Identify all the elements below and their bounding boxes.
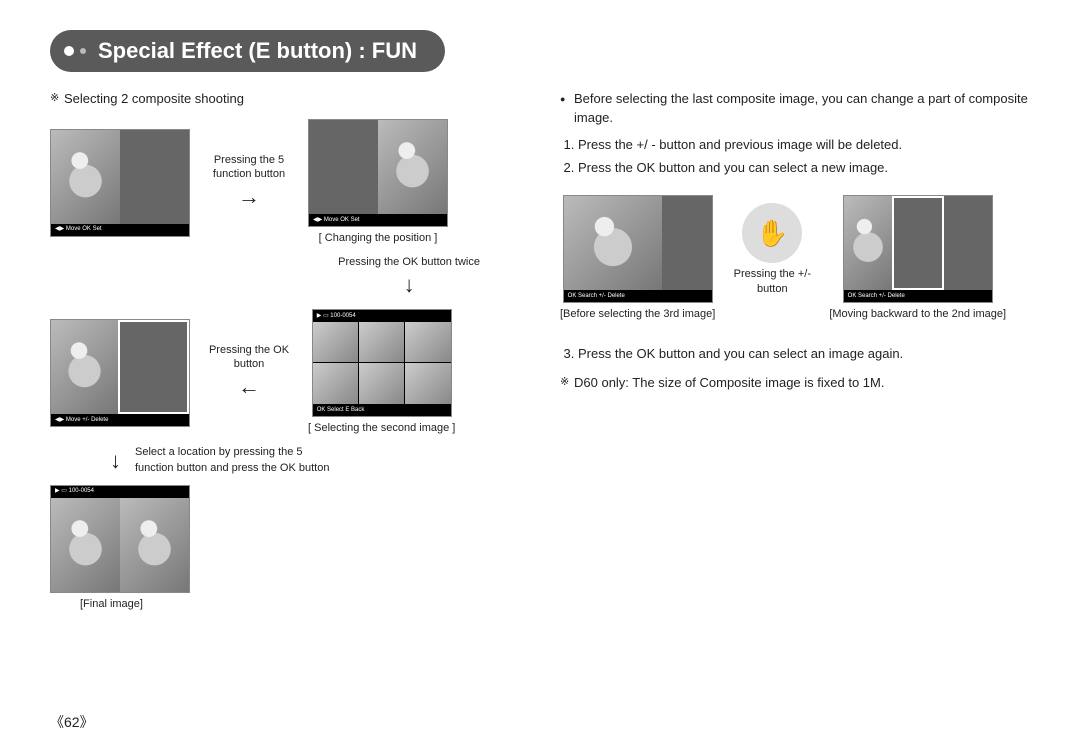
page-number: 《62》 [50,712,94,732]
caption-2: [ Changing the position ] [319,231,438,247]
caption-4: [ Selecting the second image ] [308,421,455,437]
lcdA-block: OK Search +/- Delete [Before selecting t… [560,195,715,323]
lcd4-block: ▶ ▭ 100-0054 OK Select E Back [ Selectin… [308,309,455,437]
lcd1-bar: ◀▶ Move OK Set [55,225,102,234]
left-column: Selecting 2 composite shooting ◀▶ Move O… [50,90,520,613]
content-columns: Selecting 2 composite shooting ◀▶ Move O… [50,90,1030,613]
caption-A: [Before selecting the 3rd image] [560,307,715,323]
step4-row: Select a location by pressing the 5 func… [50,445,520,477]
step1-text: Pressing the 5 function button [204,153,294,182]
right-column: Before selecting the last composite imag… [560,90,1030,613]
lcd-screen-4: ▶ ▭ 100-0054 OK Select E Back [312,309,452,417]
lcd3-block: ◀▶ Move +/- Delete [50,319,190,427]
arrow-left-icon [238,371,260,403]
step3-block: Pressing the OK button [204,343,294,403]
arrow-down-icon-2 [110,445,121,477]
lcd3-bar: ◀▶ Move +/- Delete [55,416,108,425]
lcd1-block: ◀▶ Move OK Set [50,129,190,237]
lcd-screen-B: OK Search +/- Delete [843,195,993,303]
right-step-2: Press the OK button and you can select a… [578,159,1030,178]
arrow-down-icon [404,269,415,301]
right-steps-3: Press the OK button and you can select a… [560,345,1030,364]
hand-block: ✋ Pressing the +/- button [727,195,817,296]
step3-text: Pressing the OK button [204,343,294,372]
hand-label: Pressing the +/- button [727,267,817,296]
row-1: ◀▶ Move OK Set Pressing the 5 function b… [50,119,520,247]
right-figure: OK Search +/- Delete [Before selecting t… [560,195,1030,323]
caption-5: [Final image] [50,597,143,613]
step2-block: Pressing the OK button twice [338,255,480,301]
lcd4-top: ▶ ▭ 100-0054 [317,312,356,321]
caption-B: [Moving backward to the 2nd image] [829,307,1006,323]
hand-press-icon: ✋ [742,203,802,263]
lcd5-block: ▶ ▭ 100-0054 [Final image] [50,485,520,613]
lcd-screen-3: ◀▶ Move +/- Delete [50,319,190,427]
lcd4-bar: OK Select E Back [317,406,365,415]
lcd2-block: ◀▶ Move OK Set [ Changing the position ] [308,119,448,247]
right-intro: Before selecting the last composite imag… [560,90,1030,128]
row-2: ◀▶ Move +/- Delete Pressing the OK butto… [50,309,520,437]
step2-row: Pressing the OK button twice [50,255,520,301]
right-steps-1-2: Press the +/ - button and previous image… [560,136,1030,178]
lcdB-bar: OK Search +/- Delete [848,292,905,301]
lcd-screen-A: OK Search +/- Delete [563,195,713,303]
lcdB-block: OK Search +/- Delete [Moving backward to… [829,195,1006,323]
lcd-screen-2: ◀▶ Move OK Set [308,119,448,227]
left-heading: Selecting 2 composite shooting [50,90,520,109]
step4-text: Select a location by pressing the 5 func… [135,445,335,477]
step2-text: Pressing the OK button twice [338,255,480,269]
arrow-right-icon [238,181,260,213]
step1-block: Pressing the 5 function button [204,153,294,213]
right-note: D60 only: The size of Composite image is… [560,374,1030,393]
page-title: Special Effect (E button) : FUN [50,30,445,72]
lcd5-top: ▶ ▭ 100-0054 [55,487,94,496]
lcd-screen-5: ▶ ▭ 100-0054 [50,485,190,593]
lcd2-bar: ◀▶ Move OK Set [313,216,360,225]
lcdA-bar: OK Search +/- Delete [568,292,625,301]
right-step-3: Press the OK button and you can select a… [578,345,1030,364]
right-step-1: Press the +/ - button and previous image… [578,136,1030,155]
lcd-screen-1: ◀▶ Move OK Set [50,129,190,237]
